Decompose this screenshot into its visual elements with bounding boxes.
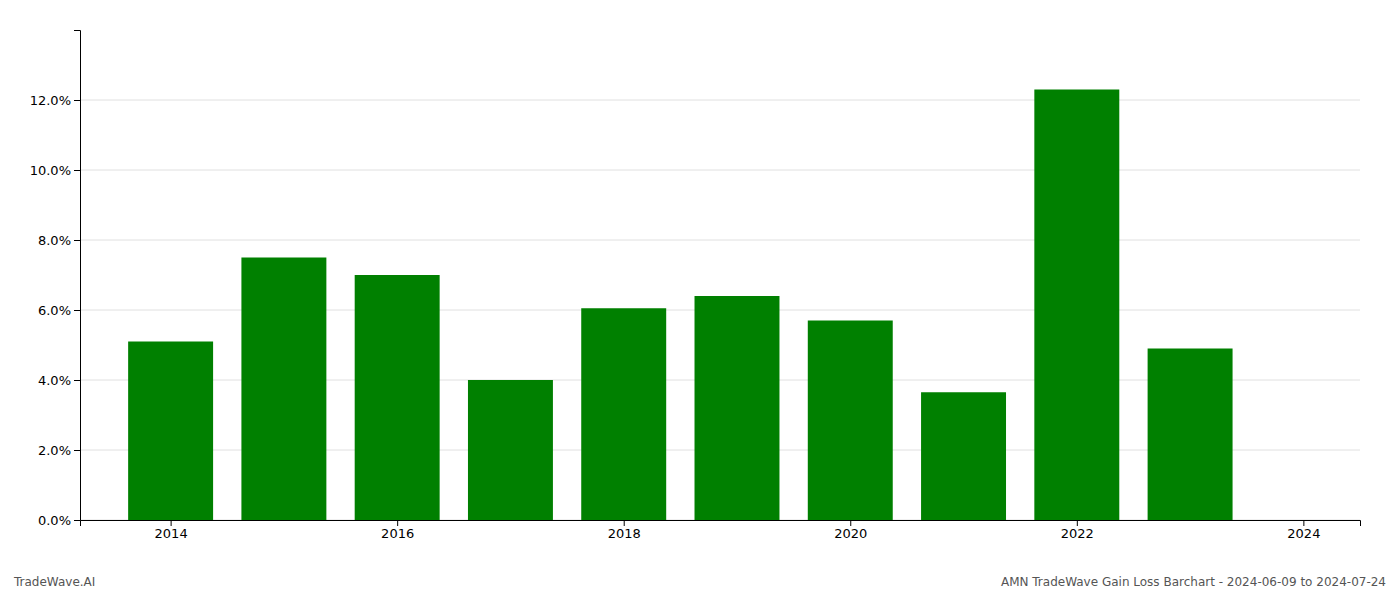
x-tick-label: 2018 xyxy=(608,526,641,541)
y-tick-mark xyxy=(74,240,80,241)
annotation: AMN TradeWave Gain Loss Barchart - 2024-… xyxy=(1001,575,1386,589)
bars xyxy=(128,90,1232,521)
bar xyxy=(128,342,213,521)
x-tick-label: 2016 xyxy=(381,526,414,541)
bar xyxy=(241,258,326,521)
bar xyxy=(355,275,440,520)
y-tick-mark xyxy=(74,170,80,171)
x-tick-mark xyxy=(850,520,851,526)
bar xyxy=(1034,90,1119,521)
x-tick-mark xyxy=(1077,520,1078,526)
grid-line xyxy=(80,170,1360,171)
y-tick: 10.0% xyxy=(30,163,80,178)
y-tick: 4.0% xyxy=(38,373,80,388)
x-axis-line xyxy=(81,521,1361,527)
x-tick-label: 2022 xyxy=(1061,526,1094,541)
x-tick-mark xyxy=(624,520,625,526)
grid-line xyxy=(80,100,1360,101)
y-tick-label: 4.0% xyxy=(38,373,71,388)
annotation: TradeWave.AI xyxy=(13,575,95,589)
grid xyxy=(80,100,1360,520)
y-tick-label: 2.0% xyxy=(38,443,71,458)
x-tick-label: 2024 xyxy=(1287,526,1320,541)
y-tick-label: 6.0% xyxy=(38,303,71,318)
x-tick: 2014 xyxy=(155,520,188,541)
x-tick: 2024 xyxy=(1287,520,1320,541)
y-tick: 2.0% xyxy=(38,443,80,458)
y-tick-label: 12.0% xyxy=(30,93,71,108)
grid-line xyxy=(80,240,1360,241)
x-tick-mark xyxy=(1303,520,1304,526)
x-tick-mark xyxy=(171,520,172,526)
x-axis: 2014 2016 2018 2020 2022 2024 xyxy=(81,520,1361,541)
y-tick-mark xyxy=(74,380,80,381)
chart-container: 0.0%2.0%4.0%6.0%8.0%10.0%12.0%2014201620… xyxy=(0,0,1400,600)
y-tick: 12.0% xyxy=(30,93,80,108)
bar xyxy=(1148,349,1233,521)
x-tick: 2016 xyxy=(381,520,414,541)
y-tick: 0.0% xyxy=(38,513,80,528)
y-tick-mark xyxy=(74,520,80,521)
y-tick-label: 10.0% xyxy=(30,163,71,178)
bar xyxy=(808,321,893,521)
y-tick-label: 8.0% xyxy=(38,233,71,248)
bar xyxy=(921,392,1006,520)
bar xyxy=(468,380,553,520)
x-tick-label: 2014 xyxy=(155,526,188,541)
x-tick-mark xyxy=(397,520,398,526)
y-axis-line xyxy=(74,31,81,521)
footer: TradeWave.AI AMN TradeWave Gain Loss Barc… xyxy=(13,575,1386,589)
chart-svg: 0.0%2.0%4.0%6.0%8.0%10.0%12.0%2014201620… xyxy=(0,0,1400,600)
x-tick: 2020 xyxy=(834,520,867,541)
y-axis: 0.0% 2.0% 4.0% 6.0% 8.0% 10.0% 12.0% xyxy=(30,31,81,528)
y-tick-label: 0.0% xyxy=(38,513,71,528)
y-tick: 6.0% xyxy=(38,303,80,318)
y-tick: 8.0% xyxy=(38,233,80,248)
bar xyxy=(581,308,666,520)
x-tick-label: 2020 xyxy=(834,526,867,541)
y-tick-mark xyxy=(74,450,80,451)
plot-area: 0.0%2.0%4.0%6.0%8.0%10.0%12.0%2014201620… xyxy=(30,31,1361,542)
y-tick-mark xyxy=(74,100,80,101)
bar xyxy=(695,296,780,520)
y-tick-mark xyxy=(74,310,80,311)
x-tick: 2022 xyxy=(1061,520,1094,541)
x-tick: 2018 xyxy=(608,520,641,541)
